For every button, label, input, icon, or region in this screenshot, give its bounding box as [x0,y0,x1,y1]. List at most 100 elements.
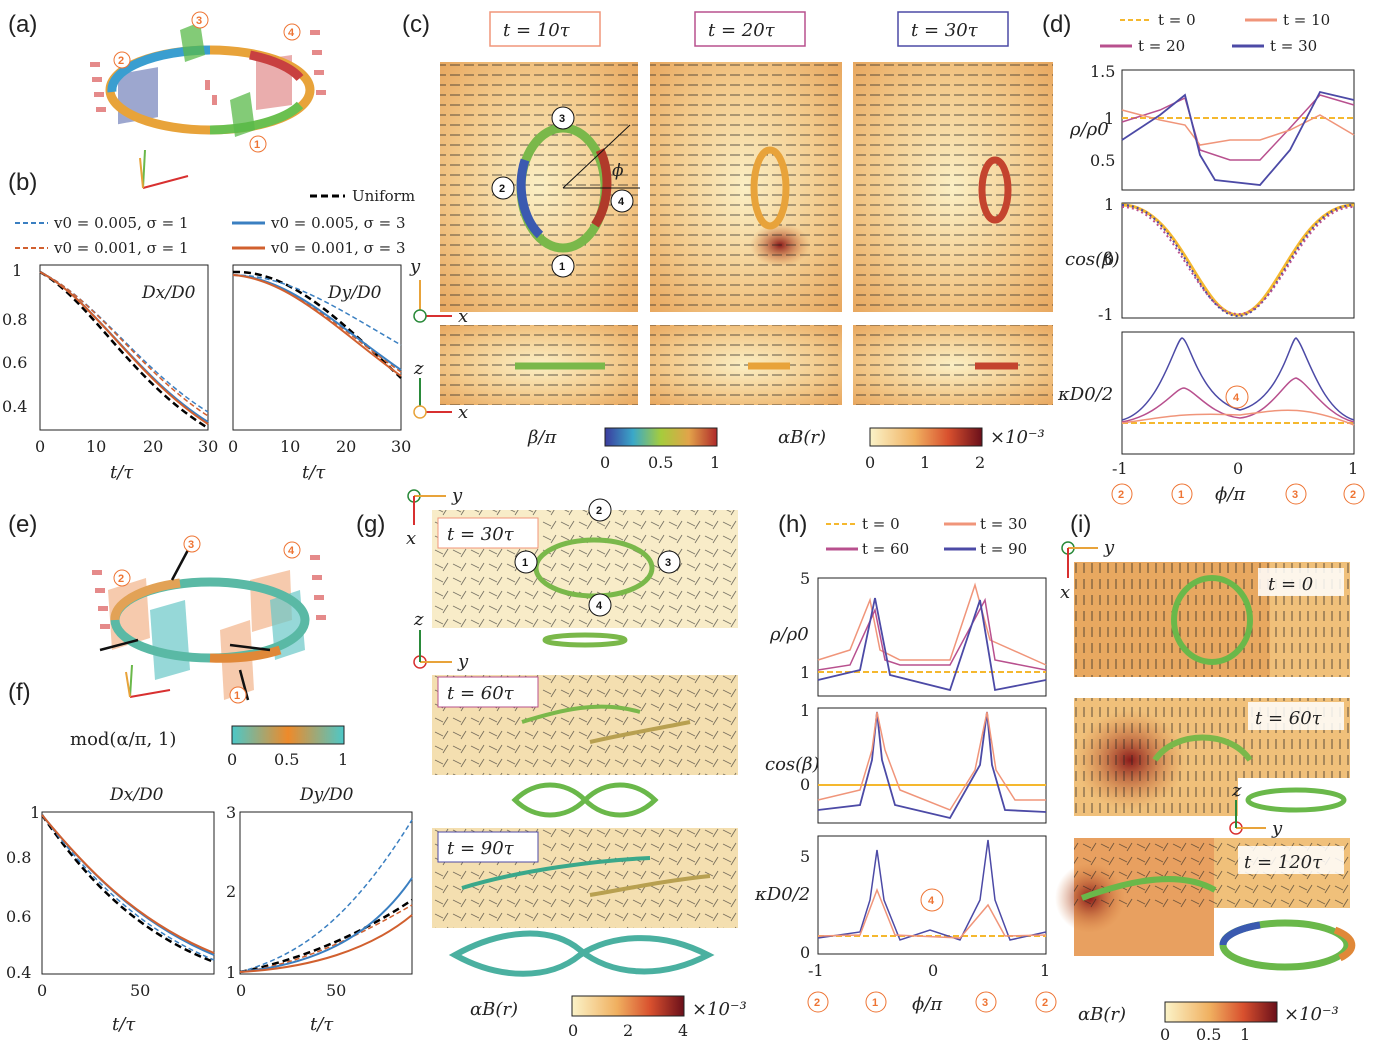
ytick: 0 [1104,250,1114,269]
panel-d-cos: cos(β) 1 0 -1 [1065,195,1355,324]
panel-label-b: (b) [8,169,37,196]
ytick: -1 [1098,305,1114,324]
legend-d-2: t = 10 [1283,11,1330,29]
axis-g-x: x [406,528,416,549]
svg-text:2: 2 [596,505,602,517]
marker-d-4: 4 [1233,392,1240,404]
xtick: 1 [1348,459,1358,478]
title-i-1: t = 0 [1268,574,1313,595]
panel-b-legend: Uniform v0 = 0.005, σ = 1 v0 = 0.001, σ … [15,187,415,257]
cbar-tick: 1 [1240,1025,1250,1044]
dx-label-b: Dx/D0 [141,283,196,303]
svg-text:1: 1 [234,690,240,702]
xlabel-b2: t/τ [302,462,326,483]
panel-e-ring-illustration: 2 3 4 1 [92,535,326,704]
panel-d-rho: ρ/ρ0 1.5 1 0.5 [1069,62,1355,191]
xlabel-f: t/τ [112,1014,136,1035]
axis-c-x2: x [458,402,468,423]
panel-d-bottom-markers: 2 1 3 2 [1111,483,1365,505]
cbar-alpha-scale: ×10⁻³ [990,427,1045,448]
panel-i-colorbar: αB(r) 0 0.5 1 ×10⁻³ [1078,1001,1339,1044]
axis-i-z: z [1231,780,1242,801]
panel-b-plot-dx: Dx/D0 1 0.8 0.6 0.4 0 10 20 30 t/τ [2,261,218,483]
cbar-beta-label: β/π [527,427,557,448]
ytick: 1 [800,663,810,682]
xtick: 30 [198,437,218,456]
panel-c-titles: t = 10τ t = 20τ t = 30τ [489,11,1009,47]
ytick: 0.6 [2,353,27,372]
legend-h-4: t = 90 [980,540,1027,558]
ytick: 1 [1104,195,1114,214]
panel-g-colorbar: αB(r) 0 2 4 ×10⁻³ [470,995,747,1040]
panel-c-axes: y x z x [409,256,468,423]
xtick: -1 [808,961,824,980]
panel-g-side-views: z y [413,609,715,977]
marker: 3 [1292,489,1298,501]
marker: 2 [1350,489,1356,501]
svg-text:4: 4 [288,545,295,557]
cbar-g-label: αB(r) [470,999,518,1020]
xtick: 20 [336,437,356,456]
svg-text:3: 3 [559,113,565,125]
ytick: 1 [800,701,810,720]
svg-text:1: 1 [522,557,528,569]
marker: 2 [1042,997,1048,1009]
xtick: 1 [1040,961,1050,980]
legend-h-1: t = 0 [862,515,900,533]
xlabel-h: ϕ/π [912,994,943,1015]
panel-e-colorbar: mod(α/π, 1) 0 0.5 1 [70,725,348,769]
cbar-tick: 1 [920,453,930,472]
title-g-3: t = 90τ [447,838,515,859]
marker: 1 [1178,489,1184,501]
cbar-tick: 2 [623,1021,633,1040]
title-c-3: t = 30τ [911,20,979,41]
dx-label-f: Dx/D0 [109,785,164,805]
xtick: -1 [1112,459,1128,478]
cbar-tick: 1 [710,453,720,472]
panel-d-legend: t = 0 t = 10 t = 20 t = 30 [1100,11,1330,55]
panel-h-kappa: 4 κD0/2 5 0 -1 0 1 ϕ/π [754,835,1050,1015]
panel-i-side-views: z y [1214,778,1356,978]
xtick: 50 [130,981,150,1000]
cbar-i-label: αB(r) [1078,1004,1126,1025]
ytick: 0.4 [6,963,31,982]
title-i-3: t = 120τ [1244,852,1323,873]
panel-c-fields-bottom [440,325,1053,405]
cbar-tick: 0 [568,1021,578,1040]
cbar-tick: 0.5 [648,453,673,472]
legend-b-item-2: v0 = 0.001, σ = 1 [53,239,189,257]
legend-uniform: Uniform [352,187,415,205]
panel-i-titles: t = 0 t = 60τ t = 120τ [1238,568,1344,874]
title-g-2: t = 60τ [447,683,515,704]
panel-a-ring-illustration [90,22,326,189]
panel-a-markers: 2 3 4 1 [113,11,301,153]
svg-text:4: 4 [288,27,295,39]
panel-g-titles: t = 30τ t = 60τ t = 90τ [437,517,539,863]
marker: 2 [1118,489,1124,501]
ytick: 3 [226,803,236,822]
ytick: 5 [800,847,810,866]
dy-label-b: Dy/D0 [327,283,382,303]
axis-i-y2: y [1271,818,1283,839]
marker: 3 [982,997,988,1009]
legend-d-3: t = 20 [1138,37,1185,55]
axis-i-y: y [1103,537,1115,558]
cbar-tick: 2 [975,453,985,472]
ytick: 1 [12,261,22,280]
cbar-alpha-label: αB(r) [778,427,826,448]
dy-label-f: Dy/D0 [299,785,354,805]
legend-d-1: t = 0 [1158,11,1196,29]
cbar-tick: 0.5 [274,750,299,769]
ytick: 1 [226,963,236,982]
cbar-tick: 0.5 [1196,1025,1221,1044]
legend-b-item-1: v0 = 0.005, σ = 1 [53,214,189,232]
xtick: 50 [326,981,346,1000]
ytick: 5 [800,569,810,588]
svg-text:4: 4 [618,196,625,208]
svg-text:1: 1 [254,139,260,151]
cbar-tick: 0 [1160,1025,1170,1044]
legend-h-3: t = 60 [862,540,909,558]
axis-c-x: x [458,306,468,327]
marker: 2 [814,997,820,1009]
